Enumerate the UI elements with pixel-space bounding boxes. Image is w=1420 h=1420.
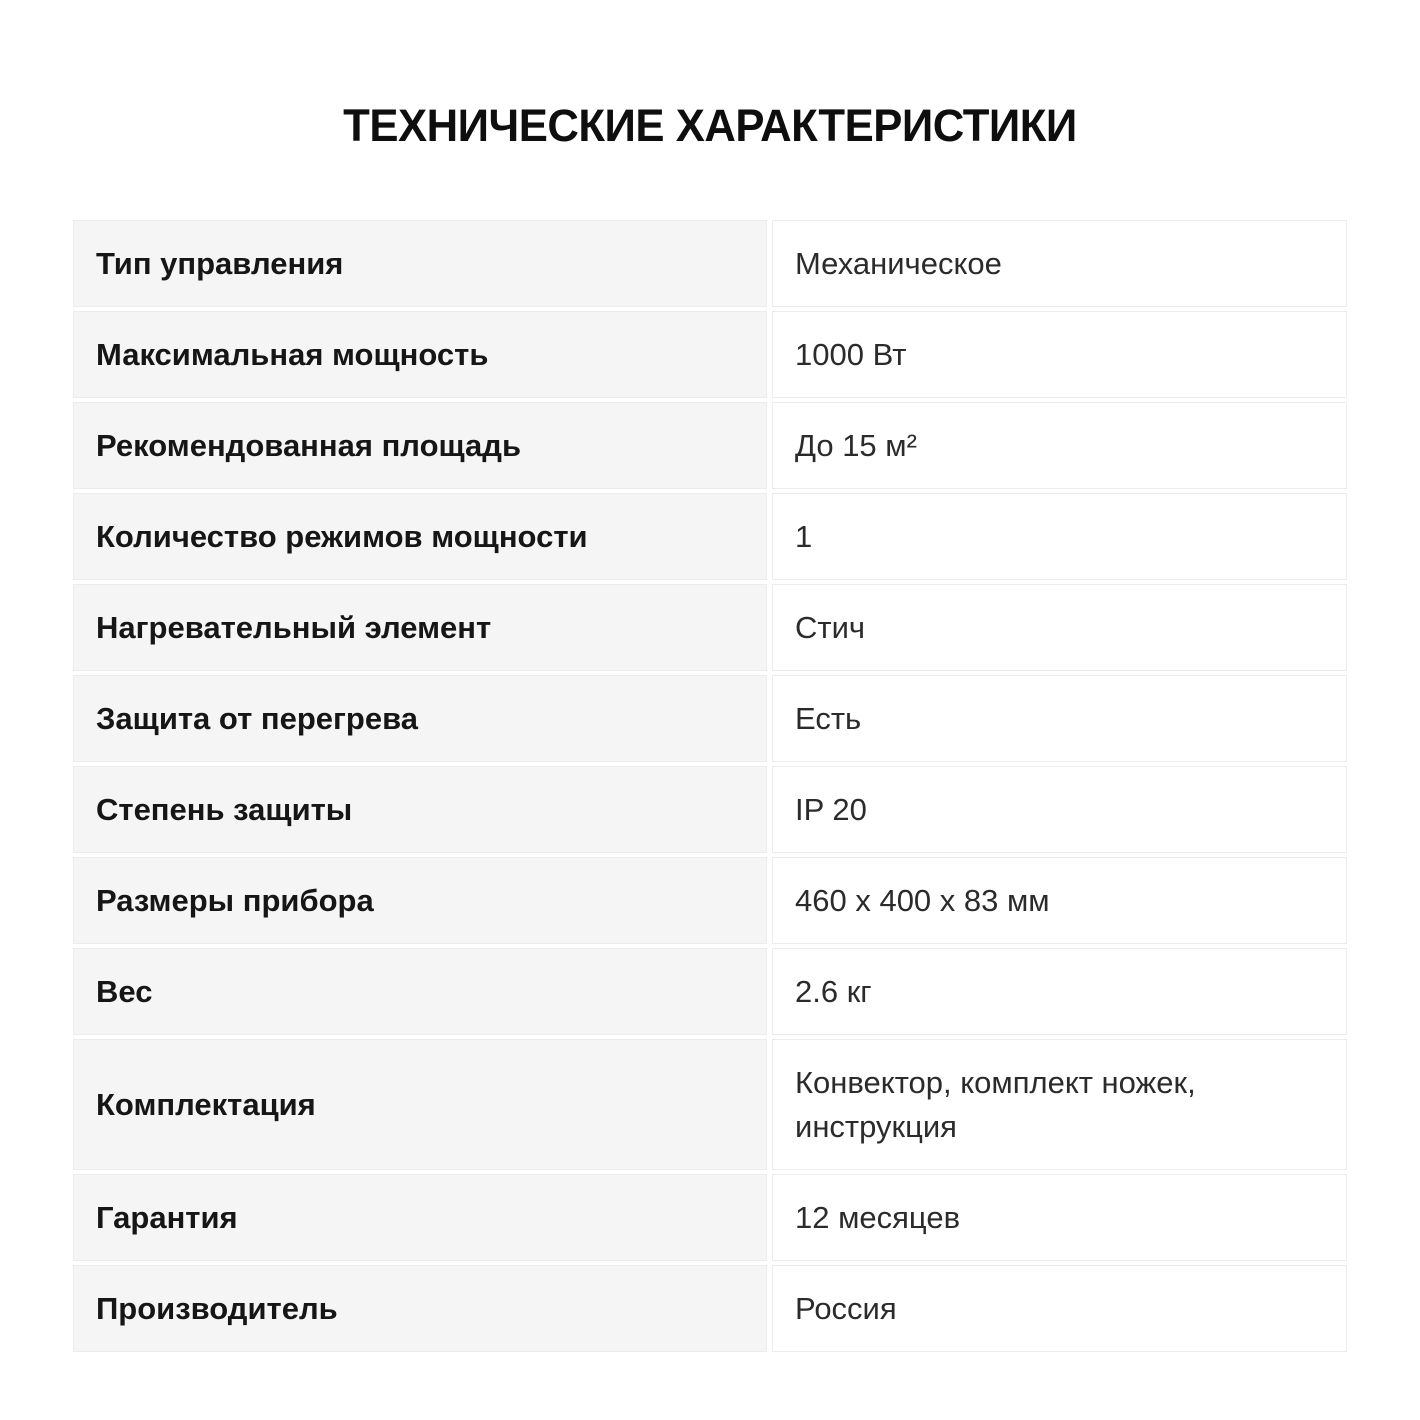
- table-row: Степень защиты IP 20: [73, 766, 1347, 853]
- table-row: Максимальная мощность 1000 Вт: [73, 311, 1347, 398]
- spec-value: До 15 м²: [772, 402, 1347, 489]
- page-title: ТЕХНИЧЕСКИЕ ХАРАКТЕРИСТИКИ: [343, 100, 1077, 151]
- spec-value: IP 20: [772, 766, 1347, 853]
- specifications-table: Тип управления Механическое Максимальная…: [73, 220, 1347, 1352]
- spec-label: Размеры прибора: [73, 857, 767, 944]
- spec-label: Рекомендованная площадь: [73, 402, 767, 489]
- spec-value: 1000 Вт: [772, 311, 1347, 398]
- spec-label: Тип управления: [73, 220, 767, 307]
- table-row: Рекомендованная площадь До 15 м²: [73, 402, 1347, 489]
- table-row: Защита от перегрева Есть: [73, 675, 1347, 762]
- spec-value: Механическое: [772, 220, 1347, 307]
- spec-label: Производитель: [73, 1265, 767, 1352]
- table-row: Нагревательный элемент Стич: [73, 584, 1347, 671]
- spec-value: 1: [772, 493, 1347, 580]
- table-row: Количество режимов мощности 1: [73, 493, 1347, 580]
- table-row: Гарантия 12 месяцев: [73, 1174, 1347, 1261]
- spec-label: Нагревательный элемент: [73, 584, 767, 671]
- spec-label: Количество режимов мощности: [73, 493, 767, 580]
- spec-value: 12 месяцев: [772, 1174, 1347, 1261]
- spec-value: Конвектор, комплект ножек, инструкция: [772, 1039, 1347, 1170]
- spec-value: Стич: [772, 584, 1347, 671]
- table-row: Комплектация Конвектор, комплект ножек, …: [73, 1039, 1347, 1170]
- spec-value: 2.6 кг: [772, 948, 1347, 1035]
- spec-label: Максимальная мощность: [73, 311, 767, 398]
- spec-value: Россия: [772, 1265, 1347, 1352]
- table-row: Тип управления Механическое: [73, 220, 1347, 307]
- table-row: Размеры прибора 460 x 400 x 83 мм: [73, 857, 1347, 944]
- spec-label: Вес: [73, 948, 767, 1035]
- spec-label: Защита от перегрева: [73, 675, 767, 762]
- spec-label: Комплектация: [73, 1039, 767, 1170]
- spec-label: Степень защиты: [73, 766, 767, 853]
- table-row: Вес 2.6 кг: [73, 948, 1347, 1035]
- spec-value: Есть: [772, 675, 1347, 762]
- spec-label: Гарантия: [73, 1174, 767, 1261]
- table-row: Производитель Россия: [73, 1265, 1347, 1352]
- spec-value: 460 x 400 x 83 мм: [772, 857, 1347, 944]
